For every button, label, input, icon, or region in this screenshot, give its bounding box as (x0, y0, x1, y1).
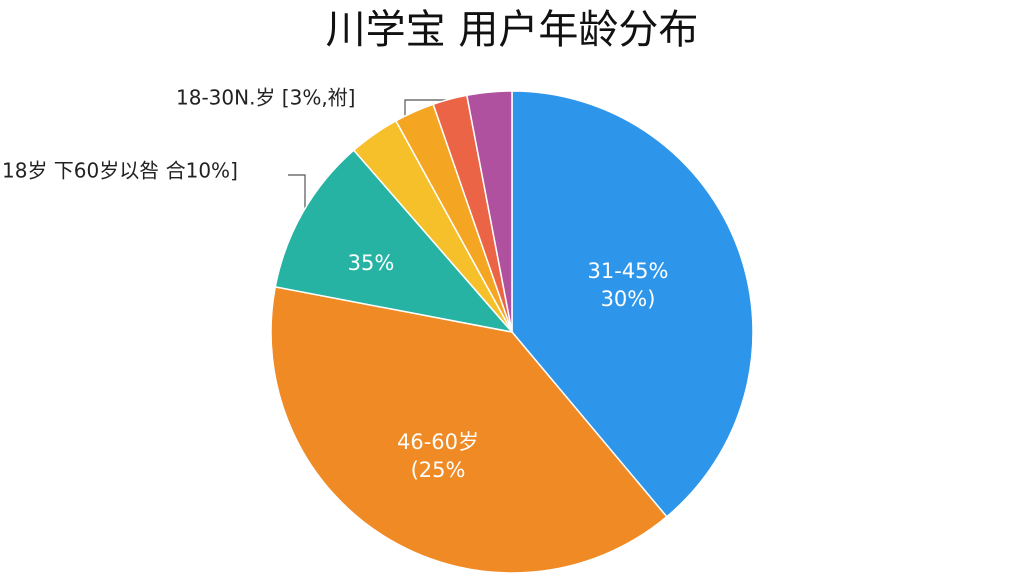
slice-label: 46-60岁 (397, 430, 479, 454)
slice-label: 35% (348, 251, 395, 275)
slice-label: 31-45% (588, 259, 669, 283)
pie-slice (274, 149, 514, 334)
pie-slice (270, 285, 668, 574)
slice-label: 30%) (601, 287, 656, 311)
slice-label: 18岁 下60岁以咎 合10%] (2, 159, 238, 183)
pie-slice (465, 90, 513, 333)
slice-label: 18-30N.岁 [3%,祔] (176, 86, 355, 110)
chart-title: 川学宝 用户年龄分布 (326, 7, 699, 53)
pie-slice (511, 90, 754, 518)
slice-label: (25% (411, 458, 466, 482)
